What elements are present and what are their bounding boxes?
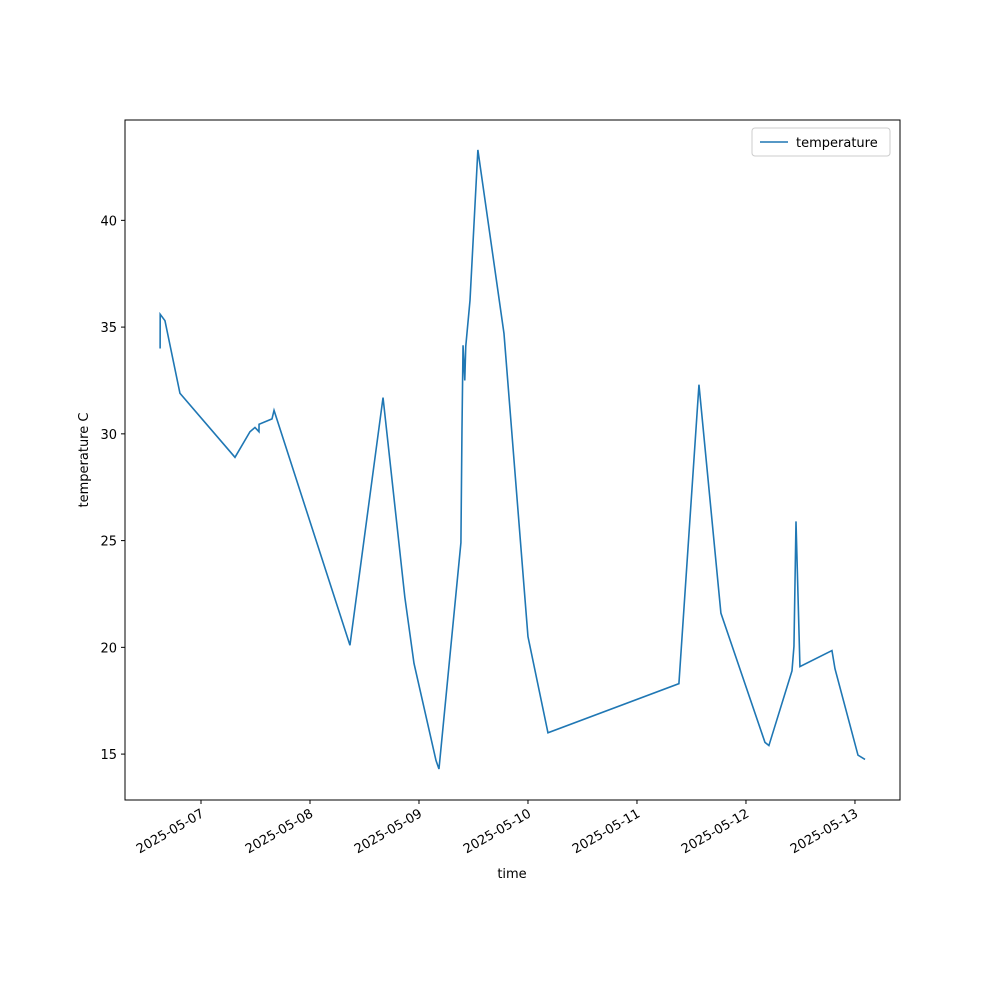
legend-box <box>751 127 891 157</box>
y-tick-label: 20 <box>100 641 117 656</box>
y-tick-label: 15 <box>100 748 117 763</box>
legend-label: temperature <box>796 136 878 151</box>
y-tick-label: 40 <box>100 214 117 229</box>
plot-frame <box>124 119 901 801</box>
y-tick-label: 30 <box>100 428 117 443</box>
data-line <box>159 149 866 770</box>
y-axis-label: temperature C <box>77 413 92 508</box>
y-tick-label: 25 <box>100 535 117 550</box>
x-axis-label: time <box>497 867 526 882</box>
y-tick-label: 35 <box>100 321 117 336</box>
